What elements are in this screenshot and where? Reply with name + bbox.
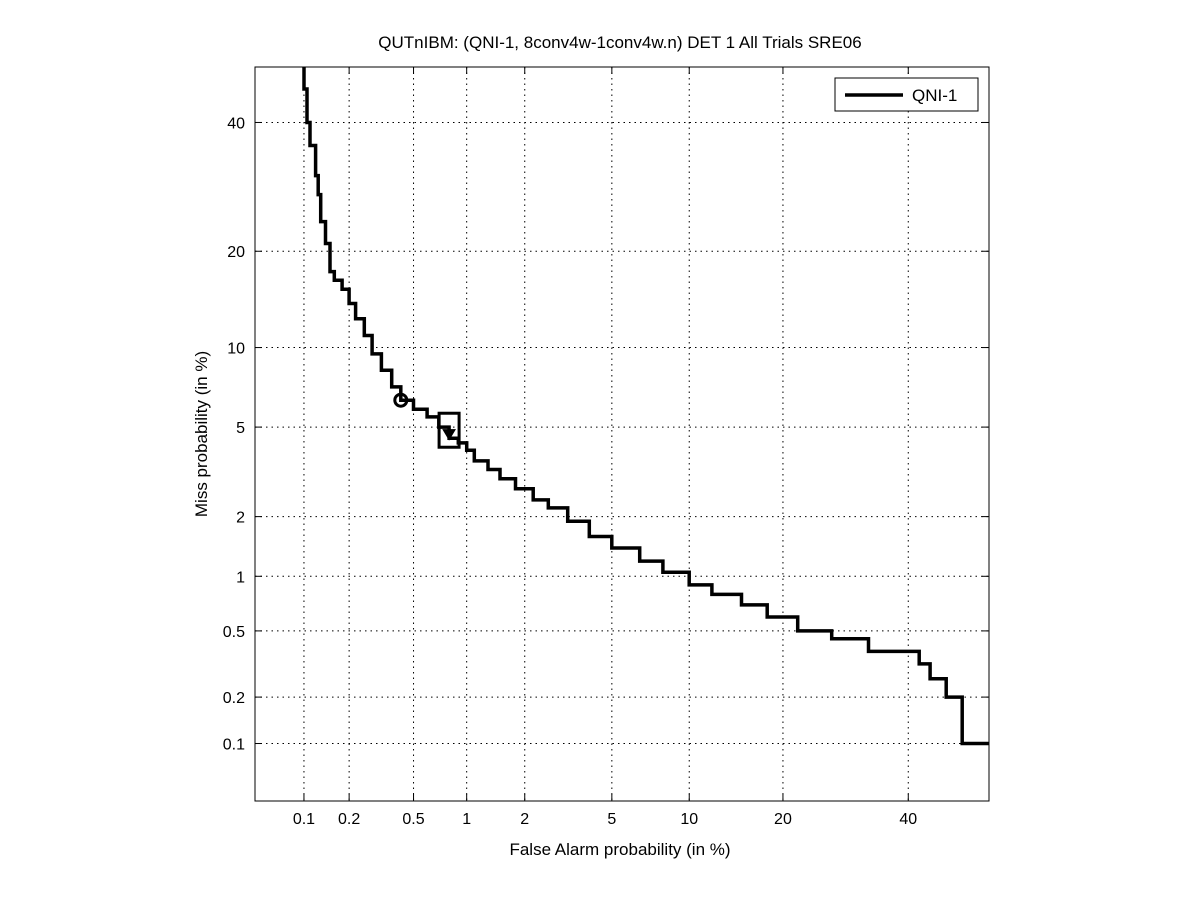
y-tick-label: 0.2 (223, 690, 245, 707)
x-tick-label: 40 (899, 811, 917, 828)
y-tick-label: 0.1 (223, 737, 245, 754)
y-tick-label: 40 (227, 115, 245, 132)
y-tick-label: 0.5 (223, 624, 245, 641)
min-dcf-circle-marker (393, 392, 409, 408)
x-tick-label: 2 (520, 811, 529, 828)
grid-lines (255, 67, 989, 801)
x-axis-label: False Alarm probability (in %) (509, 840, 730, 859)
y-tick-label: 10 (227, 341, 245, 358)
y-tick-label: 20 (227, 244, 245, 261)
x-tick-label: 0.5 (402, 811, 424, 828)
det-curve-qni-1 (302, 67, 989, 746)
series-layer (302, 67, 989, 746)
legend: QNI-1 (834, 77, 979, 112)
legend-entry-qni-1: QNI-1 (912, 86, 957, 105)
y-axis-ticks: 0.1 0.2 0.5 1 2 5 10 20 40 (223, 115, 989, 754)
y-tick-label: 1 (236, 569, 245, 586)
y-tick-label: 5 (236, 420, 245, 437)
y-tick-label: 2 (236, 510, 245, 527)
triangle-marker (442, 429, 456, 441)
x-tick-label: 0.1 (293, 811, 315, 828)
x-tick-label: 5 (607, 811, 616, 828)
x-tick-label: 20 (774, 811, 792, 828)
actual-dcf-box-marker (437, 411, 461, 449)
y-axis-label: Miss probability (in %) (192, 351, 211, 517)
chart-title: QUTnIBM: (QNI-1, 8conv4w-1conv4w.n) DET … (378, 33, 861, 52)
plot-frame (254, 66, 990, 802)
x-tick-label: 1 (462, 811, 471, 828)
x-tick-label: 0.2 (338, 811, 360, 828)
x-tick-label: 10 (680, 811, 698, 828)
markers-layer (393, 392, 461, 449)
x-axis-ticks: 0.1 0.2 0.5 1 2 5 10 20 40 (293, 67, 917, 828)
